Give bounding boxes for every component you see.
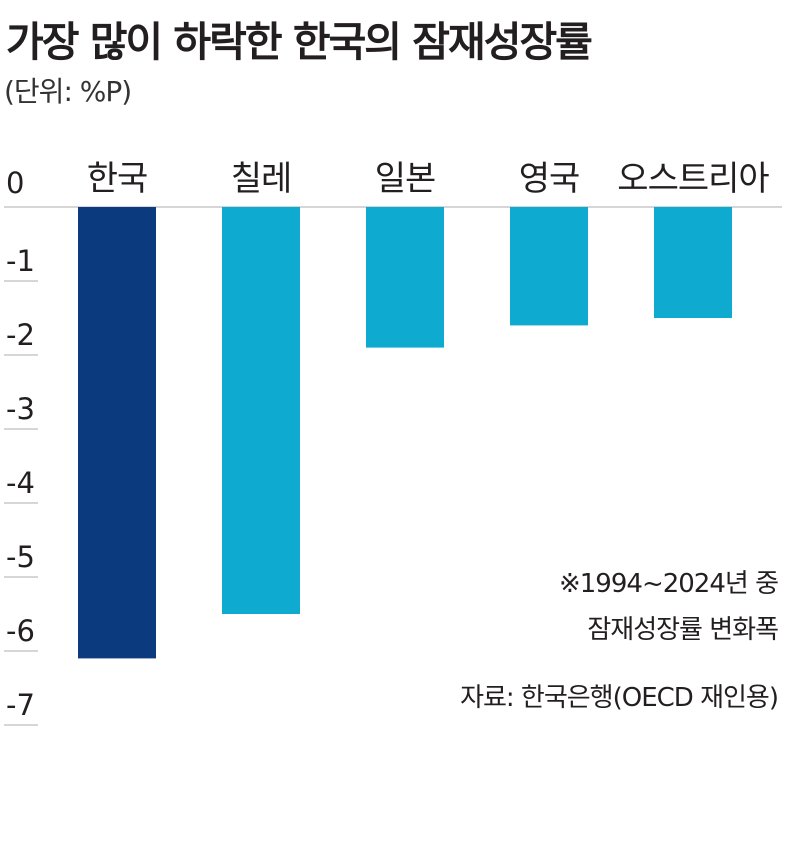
bars bbox=[78, 207, 732, 659]
y-tick-label: -1 bbox=[6, 244, 35, 278]
bar-4 bbox=[654, 207, 732, 318]
bar-3 bbox=[510, 207, 588, 326]
bar-2 bbox=[366, 207, 444, 348]
note-line-2: 잠재성장률 변화폭 bbox=[587, 615, 779, 645]
unit-label: (단위: %P) bbox=[4, 75, 132, 108]
y-tick-label: -4 bbox=[6, 466, 35, 500]
y-tick-label: -5 bbox=[6, 540, 35, 574]
y-tick-label: -6 bbox=[6, 614, 35, 648]
y-tick-label: -3 bbox=[6, 392, 35, 426]
y-tick-label: -2 bbox=[6, 318, 35, 352]
category-label: 일본 bbox=[375, 159, 436, 199]
y-tick-label: -7 bbox=[6, 688, 35, 722]
y-tick-label: 0 bbox=[6, 166, 24, 200]
category-label: 칠레 bbox=[231, 159, 292, 199]
bar-1 bbox=[222, 207, 300, 614]
note-line-1: ※1994~2024년 중 bbox=[558, 569, 779, 599]
category-label: 한국 bbox=[87, 159, 148, 199]
source-note: 자료: 한국은행(OECD 재인용) bbox=[460, 683, 779, 713]
bar-0 bbox=[78, 207, 156, 659]
x-axis-labels: 한국 칠레 일본 영국 오스트리아 bbox=[87, 159, 771, 199]
category-label: 오스트리아 bbox=[617, 159, 769, 199]
chart-title: 가장 많이 하락한 한국의 잠재성장률 bbox=[6, 18, 593, 66]
category-label: 영국 bbox=[519, 159, 580, 199]
y-axis: 0 -1 -2 -3 -4 -5 -6 -7 bbox=[4, 166, 782, 726]
